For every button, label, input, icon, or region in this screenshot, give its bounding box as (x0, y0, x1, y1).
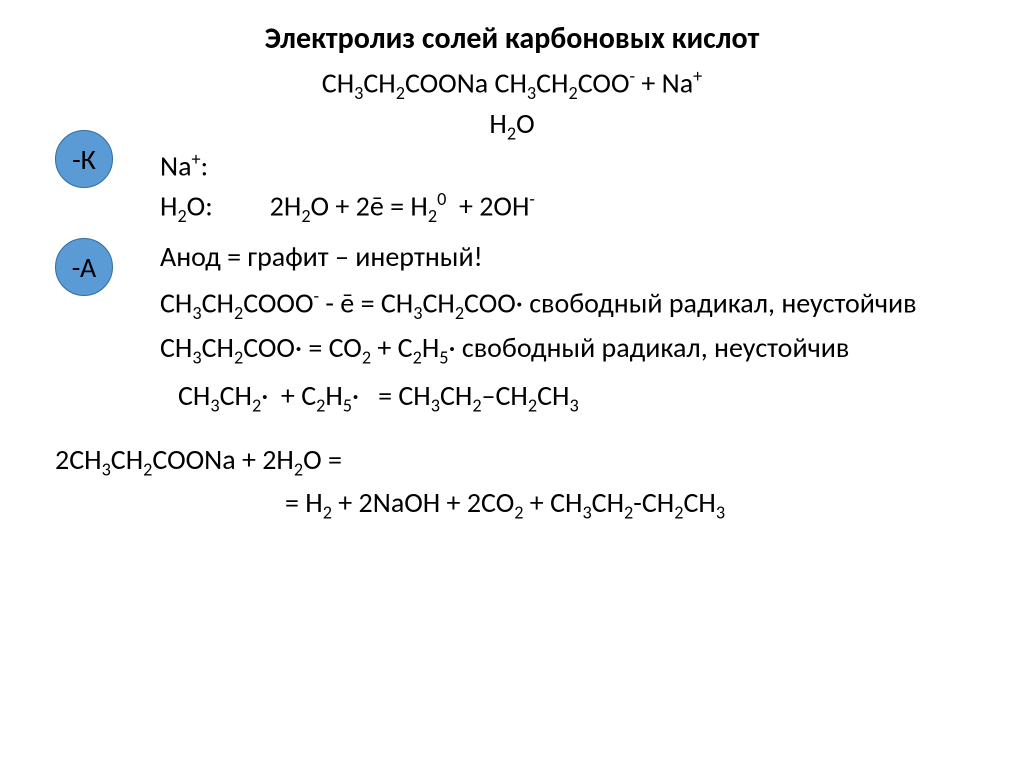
h2o-label: H2O (30, 106, 994, 145)
anode-inert-text: Анод = графит – инертный! (160, 238, 994, 276)
overall-equation-right: = H2 + 2NaOH + 2CO2 + CH3CH2-CH2CH3 (55, 483, 994, 526)
overall-equation: 2CH3CH2COONa + 2H2O = = H2 + 2NaOH + 2CO… (30, 440, 994, 526)
dissociation-equation: CH3CH2COONa CH3CH2COO- + Na+ (30, 65, 994, 104)
overall-equation-left: 2CH3CH2COONa + 2H2O = (55, 440, 994, 483)
equations-block: Na+: H2O: 2H2O + 2ē = H20 + 2OH- Анод = … (30, 147, 994, 418)
na-ion-line: Na+: (160, 147, 994, 185)
page-title: Электролиз солей карбоновых кислот (30, 20, 994, 57)
radical-step-2: CH3CH2COO· = CO2 + C2H5· свободный радик… (160, 329, 994, 370)
radical-step-1: CH3CH2COOO- - ē = CH3CH2COO· свободный р… (160, 284, 994, 325)
cathode-water-reduction: H2O: 2H2O + 2ē = H20 + 2OH- (160, 187, 994, 228)
radical-combination: CH3CH2· + C2H5· = CH3CH2–CH2CH3 (160, 377, 994, 418)
